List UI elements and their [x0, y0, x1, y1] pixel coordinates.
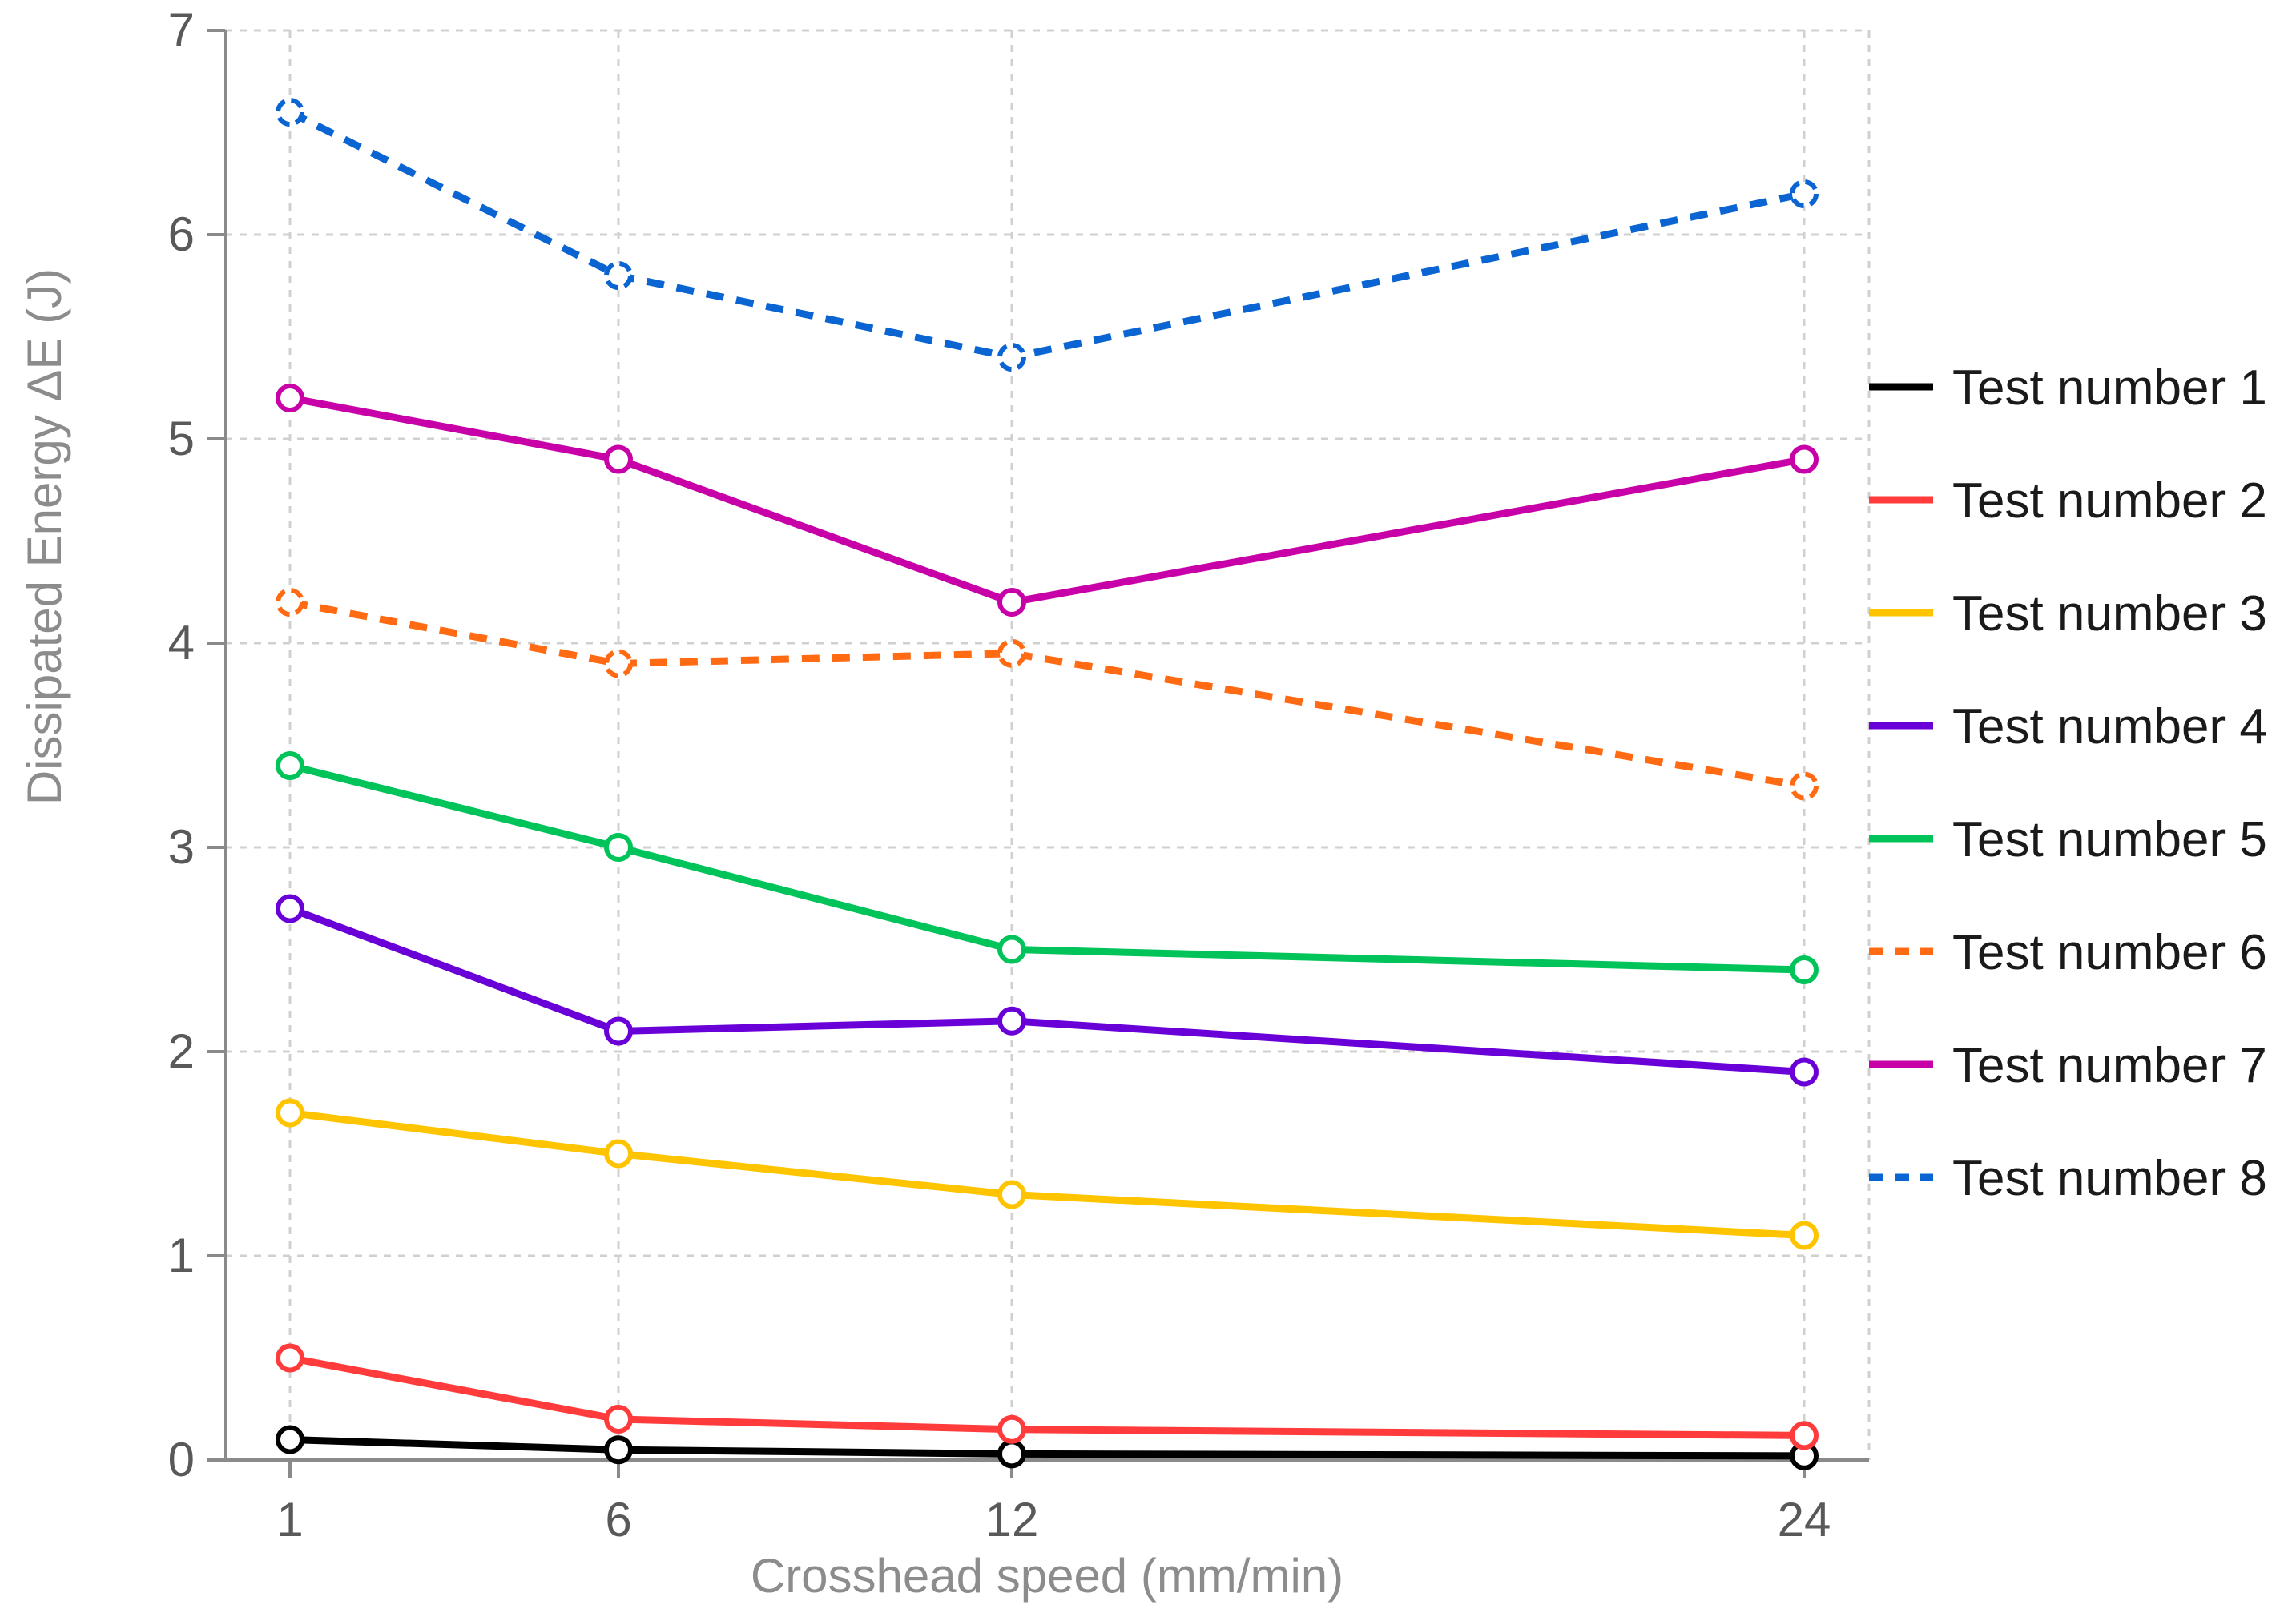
series-7	[276, 384, 1819, 617]
series-6	[276, 588, 1819, 801]
legend-label: Test number 6	[1952, 925, 2267, 980]
series-2	[276, 1343, 1819, 1450]
data-point	[997, 638, 1026, 668]
legend-label: Test number 2	[1952, 473, 2267, 529]
data-point	[997, 588, 1026, 617]
data-point	[604, 261, 633, 290]
series-line	[289, 394, 1805, 606]
data-point	[997, 935, 1026, 964]
series-4	[276, 894, 1819, 1087]
series-8	[276, 98, 1819, 372]
data-point	[997, 1006, 1026, 1036]
data-point	[276, 751, 304, 780]
series-line	[288, 108, 1805, 361]
y-tick-label: 5	[168, 412, 195, 465]
series-3	[276, 1098, 1819, 1250]
data-point	[276, 894, 304, 923]
legend-item: Test number 6	[1869, 925, 2267, 980]
legend-item: Test number 8	[1869, 1151, 2267, 1206]
data-point	[604, 1016, 633, 1046]
data-point	[276, 98, 304, 127]
series-line	[288, 762, 1805, 974]
data-point	[276, 588, 304, 617]
data-point	[1790, 1421, 1819, 1450]
y-tick-label: 0	[168, 1433, 195, 1486]
y-tick-label: 4	[168, 616, 195, 670]
axes	[207, 29, 1869, 1478]
data-point	[997, 1414, 1026, 1444]
x-tick-label: 6	[605, 1493, 631, 1547]
x-tick-label: 1	[276, 1493, 303, 1547]
data-point	[604, 1405, 633, 1434]
legend: Test number 1 Test number 2 Test number 3 T…	[1869, 360, 2267, 1206]
series-line	[289, 1354, 1805, 1439]
data-point	[276, 1343, 304, 1373]
legend-label: Test number 4	[1952, 699, 2267, 754]
y-tick-labels: 0 1 2 3 4 5 6 7	[168, 3, 195, 1486]
data-point	[276, 384, 304, 412]
data-point	[997, 1439, 1026, 1469]
data-point	[1790, 444, 1819, 474]
grid	[225, 29, 1871, 1460]
data-point	[276, 1425, 304, 1454]
data-point	[1790, 955, 1819, 984]
legend-item: Test number 1	[1869, 360, 2267, 416]
data-point	[604, 1435, 633, 1465]
legend-item: Test number 4	[1869, 699, 2267, 754]
legend-label: Test number 7	[1952, 1038, 2267, 1093]
data-point	[997, 1180, 1026, 1209]
data-point	[604, 833, 633, 862]
data-point	[604, 1139, 633, 1169]
legend-label: Test number 5	[1952, 812, 2267, 867]
series-line	[288, 905, 1805, 1076]
series-line	[289, 1109, 1805, 1239]
legend-item: Test number 3	[1869, 586, 2267, 642]
data-point	[604, 444, 633, 474]
legend-item: Test number 5	[1869, 812, 2267, 867]
legend-item: Test number 7	[1869, 1038, 2267, 1093]
y-tick-label: 2	[168, 1024, 195, 1078]
data-point	[1790, 1057, 1819, 1087]
series-line	[289, 598, 1805, 790]
y-tick-label: 7	[168, 3, 195, 57]
data-point	[276, 1098, 304, 1128]
data-point	[997, 343, 1026, 372]
data-point	[1790, 771, 1819, 801]
y-tick-label: 1	[168, 1229, 195, 1282]
x-axis-title: Crosshead speed (mm/min)	[751, 1549, 1343, 1603]
series-line	[289, 1436, 1805, 1460]
series	[276, 98, 1819, 1470]
x-tick-label: 24	[1778, 1493, 1831, 1547]
data-point	[1790, 179, 1819, 208]
data-point	[604, 649, 633, 678]
y-tick-label: 3	[168, 820, 195, 874]
legend-label: Test number 3	[1952, 586, 2267, 642]
series-5	[276, 751, 1819, 984]
y-tick-label: 6	[168, 207, 195, 261]
y-axis-title: Dissipated Energy ΔE (J)	[18, 268, 71, 805]
x-tick-label: 12	[985, 1493, 1039, 1547]
x-tick-labels: 1 6 12 24	[276, 1493, 1831, 1547]
legend-label: Test number 8	[1952, 1151, 2267, 1206]
legend-item: Test number 2	[1869, 473, 2267, 529]
legend-label: Test number 1	[1952, 360, 2267, 416]
data-point	[1790, 1221, 1819, 1250]
